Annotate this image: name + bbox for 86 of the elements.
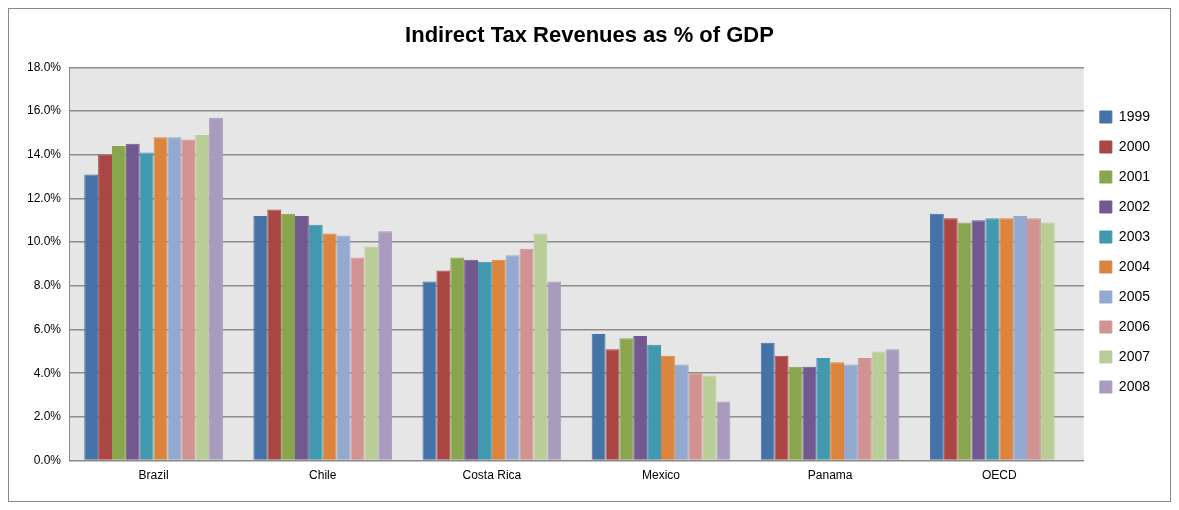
x-tick-label: Chile [309,468,337,483]
bar [533,233,548,460]
y-tick-label: 2.0% [33,409,62,424]
bar [98,154,112,460]
x-tick-label: Mexico [642,468,681,483]
x-tick-label: Panama [807,468,853,483]
bar [774,355,789,460]
bar [816,357,831,460]
y-tick-label: 10.0% [26,234,62,249]
legend-label: 2005 [1118,287,1151,304]
bar [181,139,196,460]
legend-label: 2006 [1118,317,1151,334]
bar [125,143,140,460]
bar [547,281,562,460]
legend-label: 2003 [1118,227,1151,244]
x-tick-label: Brazil [138,468,169,483]
bar [929,213,944,460]
legend-label: 2007 [1118,347,1151,364]
bar [294,215,309,460]
bar [464,259,478,460]
bar [674,364,689,460]
bar [943,218,958,460]
bar [519,248,534,460]
bar [716,401,731,460]
legend-label: 1999 [1118,107,1151,124]
bar [505,255,520,460]
bar [985,218,1000,460]
bar [857,357,872,460]
bar [195,135,210,460]
bar [661,355,675,460]
bar [139,152,154,460]
y-tick-label: 4.0% [33,365,62,380]
bar [633,336,648,460]
bar [84,174,99,460]
legend-label: 2000 [1118,137,1151,154]
y-tick-label: 14.0% [26,147,62,162]
bar [167,137,182,460]
bar [267,209,282,460]
bar [281,213,295,460]
bar [999,218,1014,460]
bar [336,235,351,460]
chart-title: Indirect Tax Revenues as % of GDP [405,22,774,48]
bar [605,349,620,460]
bar [1027,218,1041,460]
bar [436,270,451,460]
bar [760,342,775,460]
bar [111,146,126,460]
y-tick-label: 6.0% [33,321,62,336]
bar [1013,215,1028,460]
bar [688,373,703,460]
bar [830,362,845,460]
bar [591,333,606,460]
bar [308,224,323,460]
bar [422,281,437,460]
bar [802,366,817,460]
bar [350,257,365,460]
bar [322,233,337,460]
bar [209,117,223,460]
bar [619,338,634,460]
bar [478,261,492,460]
bar [871,351,886,460]
bar [788,366,803,460]
legend-label: 2004 [1118,257,1151,274]
bar [1040,222,1055,460]
bar [971,220,986,460]
y-tick-label: 16.0% [26,103,62,118]
legend-label: 2001 [1118,167,1151,184]
bar [885,349,900,460]
bar [844,364,858,460]
bar [153,137,168,460]
x-tick-label: Costa Rica [462,468,522,483]
y-tick-label: 8.0% [33,278,62,293]
legend-label: 2002 [1118,197,1151,214]
bar [647,344,662,460]
bar [957,222,972,460]
y-tick-label: 12.0% [26,190,62,205]
bar [491,259,506,460]
y-tick-label: 0.0% [33,452,62,467]
bar [702,375,717,460]
legend-label: 2008 [1118,377,1151,394]
bar [450,257,465,460]
bar [364,246,379,460]
x-tick-label: OECD [981,468,1017,483]
bar [253,215,268,460]
bar [378,231,393,460]
y-tick-label: 18.0% [26,59,62,74]
